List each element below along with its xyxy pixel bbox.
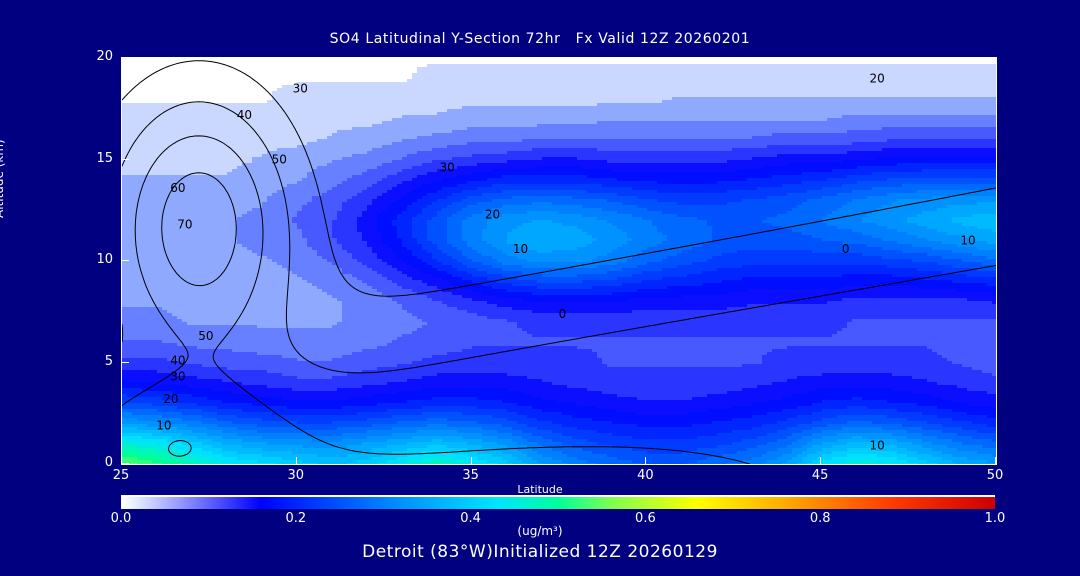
x-tick-mark (471, 457, 472, 464)
contour-label: 40 (170, 353, 185, 367)
x-tick-label: 45 (795, 468, 845, 483)
contour-label: 30 (170, 370, 185, 384)
y-tick-mark (122, 159, 129, 160)
x-tick-mark (121, 457, 122, 464)
y-tick-mark (122, 57, 129, 58)
x-tick-mark (995, 457, 996, 464)
plot-area: 30 40 50 60 70 50 40 30 20 10 30 20 10 0 20 0 10 10 (121, 57, 997, 465)
contour-label: 30 (439, 161, 454, 175)
y-axis-label: Altitude (km) (0, 139, 6, 218)
y-tick-mark (122, 260, 129, 261)
contour-label: 20 (869, 71, 884, 85)
contour-label: 20 (485, 207, 500, 221)
contour-plot-canvas: 30 40 50 60 70 50 40 30 20 10 30 20 10 0 20 0 10 10 (122, 58, 996, 464)
figure-root: SO4 Latitudinal Y-Section 72hr Fx Valid … (0, 0, 1080, 576)
y-tick-label: 5 (73, 354, 113, 369)
x-tick-label: 25 (96, 468, 146, 483)
y-tick-mark (122, 463, 129, 464)
y-tick-mark (122, 362, 129, 363)
contour-label: 60 (170, 181, 185, 195)
x-tick-label: 30 (271, 468, 321, 483)
colorbar (121, 497, 995, 509)
contour-label: 10 (156, 418, 171, 432)
contour-label: 70 (177, 217, 192, 231)
x-tick-label: 35 (446, 468, 496, 483)
contour-label: 10 (513, 242, 528, 256)
x-tick-mark (645, 457, 646, 464)
x-tick-mark (820, 457, 821, 464)
page-title: SO4 Latitudinal Y-Section 72hr Fx Valid … (0, 31, 1080, 47)
contour-label: 40 (237, 108, 252, 122)
x-tick-mark (296, 457, 297, 464)
y-tick-label: 10 (73, 252, 113, 267)
contour-label: 10 (960, 234, 975, 248)
colorbar-units: (ug/m³) (0, 524, 1080, 538)
y-tick-label: 20 (73, 49, 113, 64)
x-tick-label: 50 (970, 468, 1020, 483)
contour-label: 30 (293, 81, 308, 95)
contour-label: 0 (842, 242, 850, 256)
contour-label: 50 (272, 153, 287, 167)
figure-caption: Detroit (83°W)Initialized 12Z 20260129 (0, 542, 1080, 562)
contour-label: 50 (198, 329, 213, 343)
contour-label: 20 (163, 392, 178, 406)
x-tick-label: 40 (620, 468, 670, 483)
contour-label: 0 (559, 307, 567, 321)
contour-label: 10 (869, 439, 884, 453)
y-tick-label: 15 (73, 151, 113, 166)
